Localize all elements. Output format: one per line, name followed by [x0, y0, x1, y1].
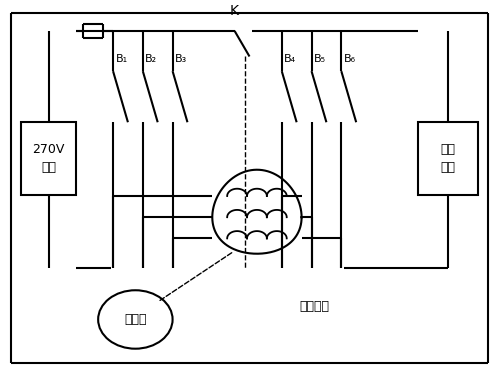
Bar — [418, 122, 478, 195]
Text: 异步电机: 异步电机 — [299, 300, 329, 313]
Text: B₂: B₂ — [145, 54, 157, 64]
Text: B₅: B₅ — [314, 54, 326, 64]
Text: B₁: B₁ — [116, 54, 128, 64]
Text: B₆: B₆ — [344, 54, 356, 64]
Text: 270V
负载: 270V 负载 — [32, 143, 65, 174]
Text: 起动
电源: 起动 电源 — [441, 143, 456, 174]
Text: 发动机: 发动机 — [124, 313, 147, 326]
Text: K: K — [230, 4, 239, 18]
Bar — [21, 122, 76, 195]
Text: B₃: B₃ — [175, 54, 187, 64]
Text: B₄: B₄ — [284, 54, 296, 64]
